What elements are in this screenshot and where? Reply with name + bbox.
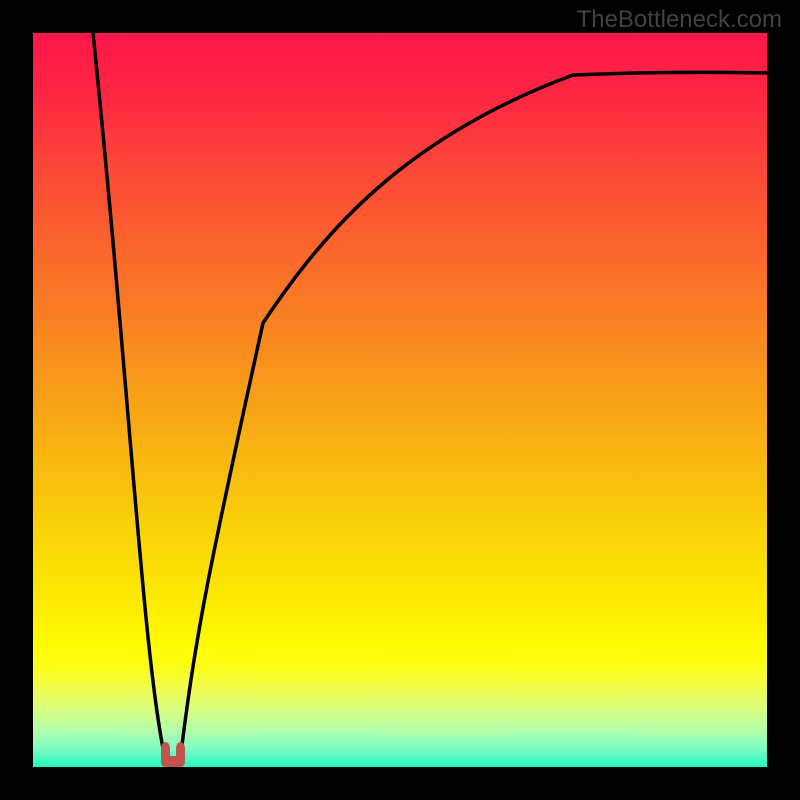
- bottom-marker: [161, 742, 185, 767]
- curve-overlay: [33, 33, 767, 767]
- curve-left-branch: [93, 33, 164, 753]
- watermark-text: TheBottleneck.com: [577, 6, 782, 34]
- curve-right-branch: [181, 72, 767, 753]
- chart-area: [33, 33, 767, 767]
